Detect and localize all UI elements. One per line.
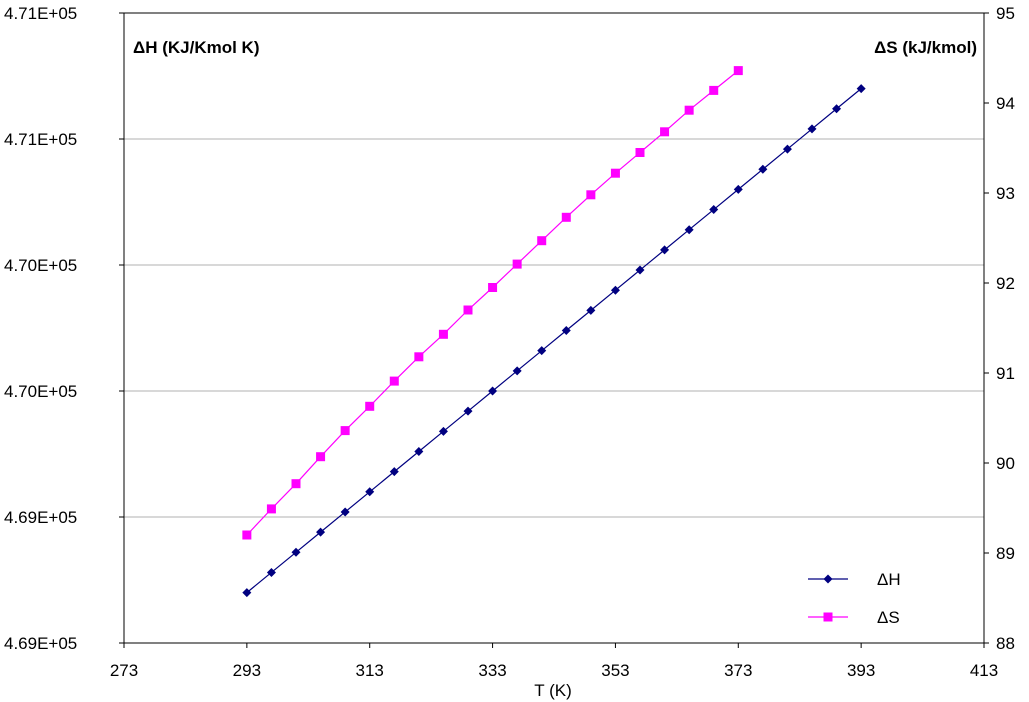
data-point [758,164,768,174]
x-axis-title: T (K) [534,681,571,700]
right-tick-label: 91 [996,364,1015,383]
data-point [414,352,424,362]
right-tick-label: 94 [996,94,1015,113]
gridlines [124,138,984,518]
left-tick-label: 4.70E+05 [4,256,77,275]
right-tick-label: 90 [996,454,1015,473]
data-point [709,85,719,95]
data-point [365,487,375,497]
right-tick-label: 95 [996,4,1015,23]
data-point [684,225,694,235]
x-tick-label: 353 [601,661,629,680]
data-point [488,386,498,396]
data-point [635,265,645,275]
x-tick-label: 313 [356,661,384,680]
series-layer [242,66,866,598]
x-tick-label: 393 [847,661,875,680]
data-point [561,326,571,336]
data-point [414,446,424,456]
data-point [684,105,694,115]
right-axis-title: ΔS (kJ/kmol) [874,38,977,57]
left-axis-title: ΔH (KJ/Kmol K) [133,38,260,57]
data-point [832,104,842,114]
data-point [389,467,399,477]
legend-label: ΔS [877,608,900,627]
data-point [635,148,645,157]
right-tick-label: 92 [996,274,1015,293]
data-point [340,507,350,517]
left-tick-label: 4.69E+05 [4,508,77,527]
data-point [512,259,522,269]
data-point [316,452,326,462]
data-point [733,66,743,76]
data-point [610,285,620,295]
series-line [246,88,862,594]
data-point [266,504,276,514]
right-tick-label: 93 [996,184,1015,203]
data-point [266,567,276,577]
data-point [610,168,620,178]
data-point [807,124,817,134]
right-tick-label: 89 [996,544,1015,563]
right-axis: 88 89 90 91 92 93 94 95 [984,4,1015,653]
legend-marker [823,612,833,622]
data-point [660,127,670,137]
data-point [733,184,743,194]
left-axis: 4.69E+05 4.69E+05 4.70E+05 4.70E+05 4.71E+05… [4,4,124,653]
left-tick-label: 4.69E+05 [4,634,77,653]
data-point [463,406,473,416]
data-point [389,376,399,386]
plot-area [123,12,985,644]
data-point [660,245,670,255]
legend-label: ΔH [877,570,901,589]
data-point [242,588,252,598]
data-point [856,84,866,94]
data-point [709,205,719,215]
data-point [537,236,547,246]
data-point [586,305,596,315]
data-point [488,283,498,292]
right-tick-label: 88 [996,634,1015,653]
data-point [291,547,301,557]
data-point [316,527,326,537]
series-line [246,70,739,536]
data-point [561,212,571,222]
data-point [537,346,547,356]
x-tick-label: 273 [110,661,138,680]
legend-marker [823,574,833,584]
x-axis: 273 293 313 333 353 373 393 413 [110,643,998,680]
x-tick-label: 373 [724,661,752,680]
data-point [782,144,792,154]
data-point [438,426,448,436]
data-point [463,305,473,315]
data-point [242,530,252,540]
data-point [438,329,448,339]
left-tick-label: 4.71E+05 [4,4,77,23]
left-tick-label: 4.71E+05 [4,130,77,149]
data-point [365,401,375,411]
x-tick-label: 333 [478,661,506,680]
data-point [291,479,301,489]
left-tick-label: 4.70E+05 [4,382,77,401]
legend: ΔH ΔS [808,570,901,627]
x-tick-label: 413 [970,661,998,680]
x-tick-label: 293 [233,661,261,680]
data-point [586,190,596,200]
data-point [340,426,350,436]
data-point [512,366,522,376]
